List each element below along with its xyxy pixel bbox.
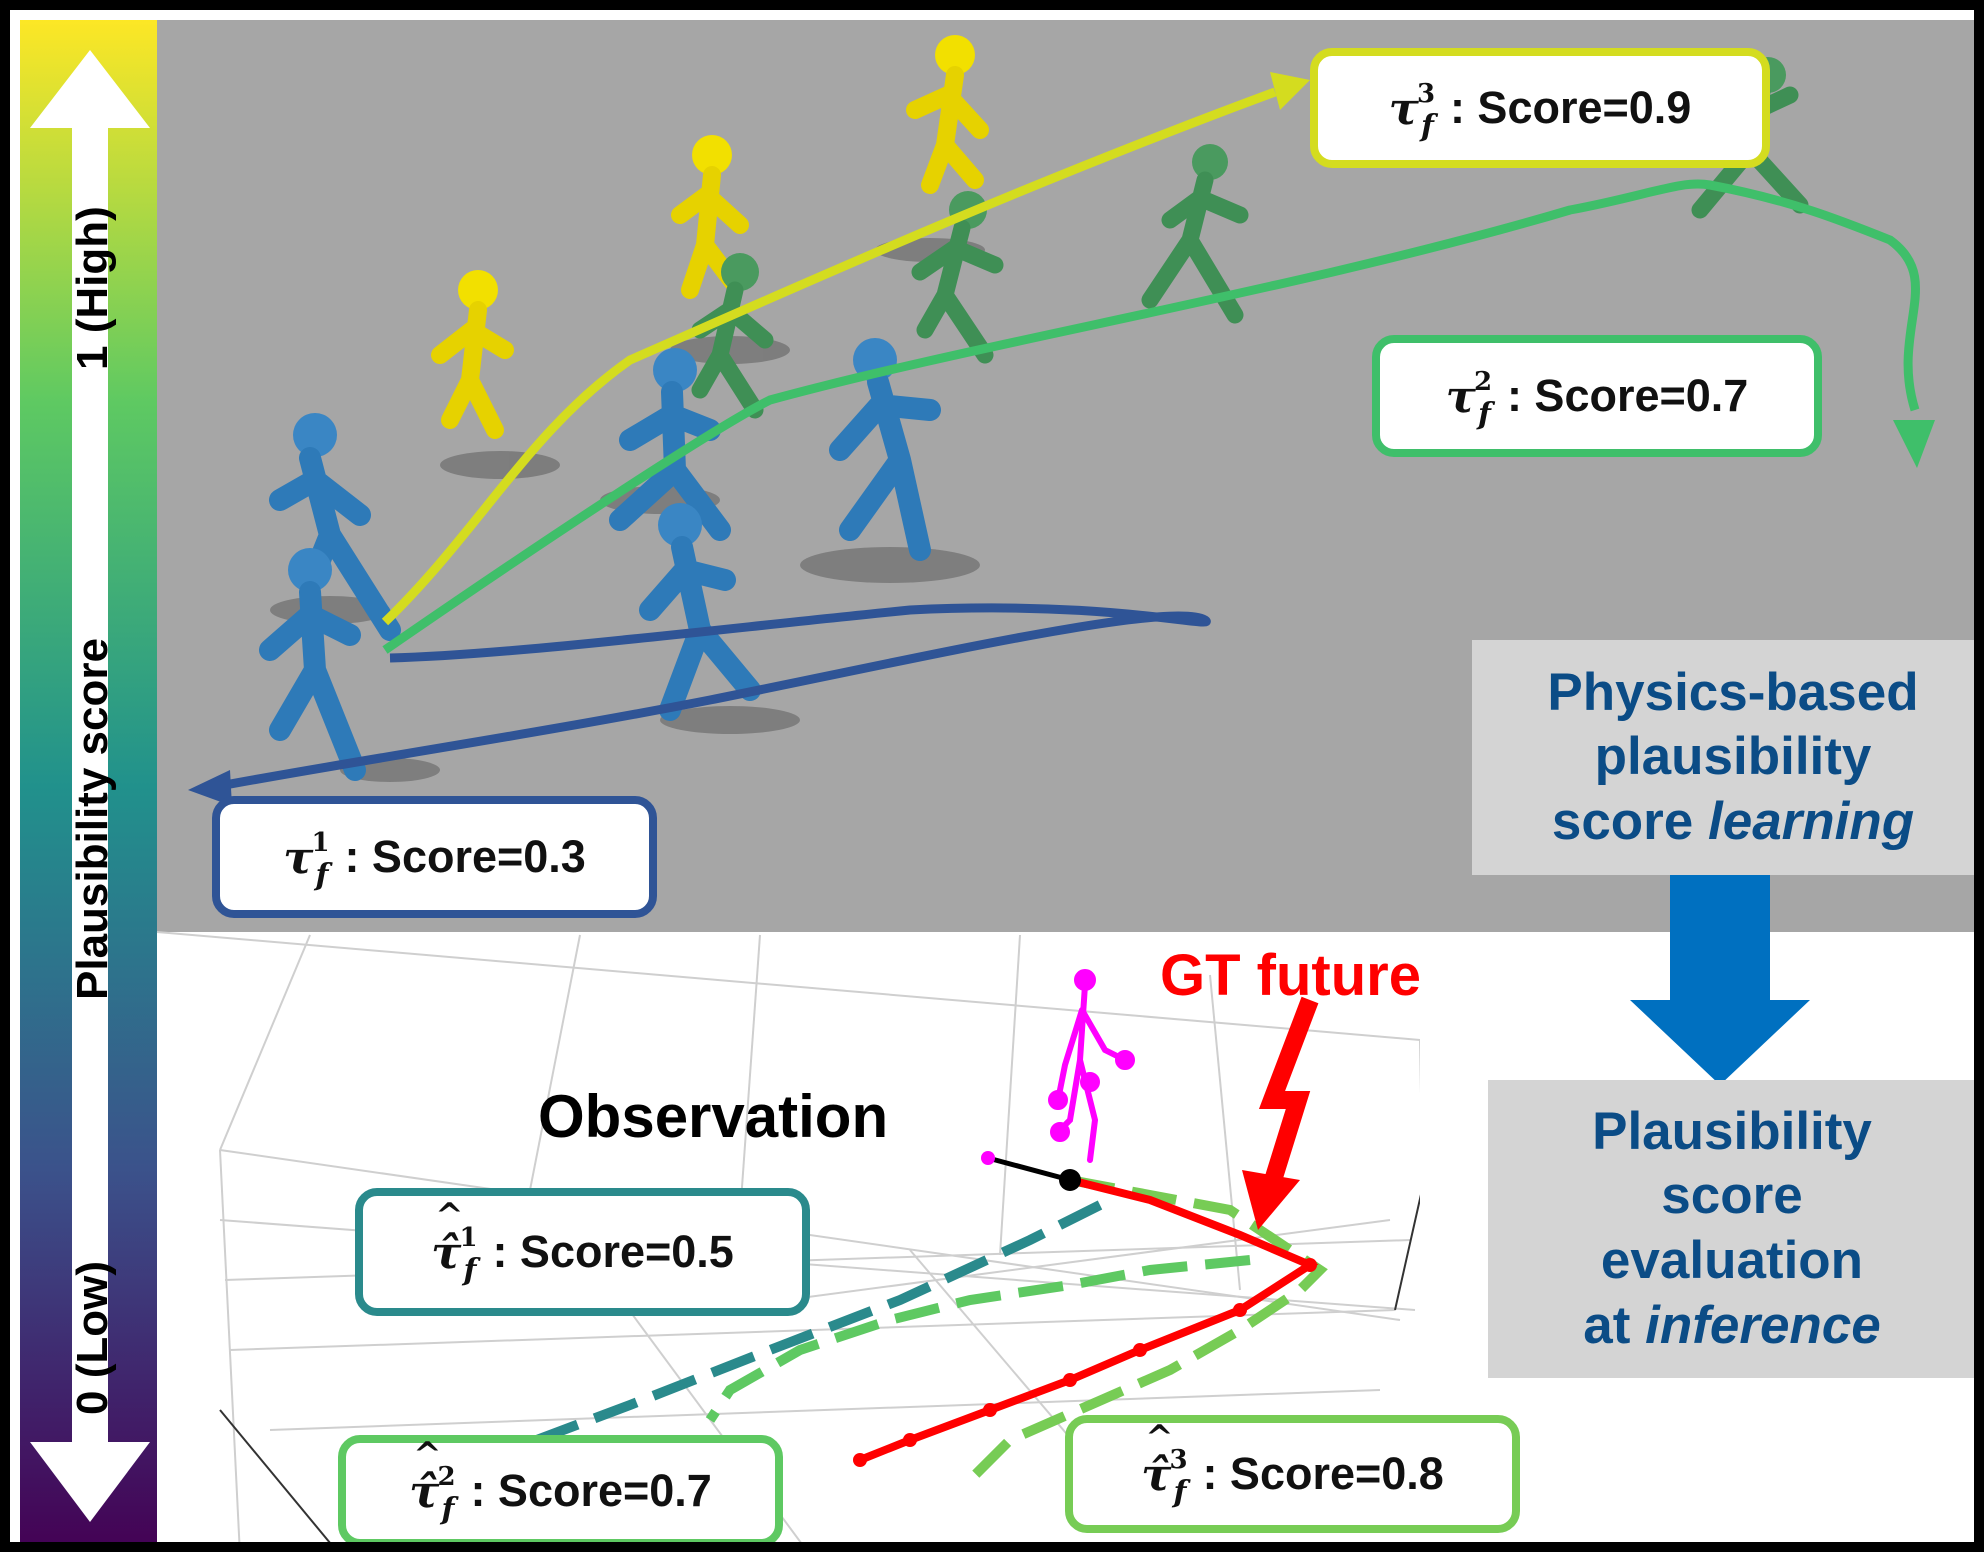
inference-emph: inference — [1645, 1295, 1881, 1355]
prediction-3-sup: 3 — [1169, 1444, 1188, 1475]
process-arrow — [1630, 875, 1810, 1085]
prediction-3-sub: f — [1173, 1474, 1187, 1510]
prediction-1-symbol: τ̂ — [431, 1196, 464, 1279]
gt-future-points — [853, 1258, 1317, 1467]
colorbar-arrow — [30, 50, 150, 1522]
gt-future-label: GT future — [1160, 943, 1421, 1008]
learning-line-3-text: score — [1551, 791, 1708, 851]
learning-line-1: Physics-based — [1547, 662, 1919, 722]
inference-box: Plausibility score evaluation at inferen… — [1488, 1080, 1974, 1378]
trajectory-3-sup: 3 — [1416, 78, 1436, 109]
inference-line-4: at inference — [1583, 1294, 1881, 1359]
colorbar-high-label: 1 (High) — [68, 206, 117, 370]
learning-emph: learning — [1708, 791, 1915, 851]
inference-line-4-text: at — [1583, 1295, 1646, 1355]
observation-label: Observation — [538, 1083, 889, 1150]
prediction-1-sub: f — [463, 1252, 477, 1288]
prediction-2-score: : Score=0.7 — [470, 1465, 712, 1516]
inference-line-3: evaluation — [1600, 1231, 1864, 1290]
trajectory-2-line — [382, 179, 1920, 654]
prediction-1-line — [508, 1200, 1103, 1455]
learning-line-3: score learning — [1552, 790, 1914, 855]
gt-future-arrowhead — [1242, 1170, 1300, 1230]
trajectory-2-sup: 2 — [1473, 366, 1493, 397]
trajectory-3-symbol: τ — [1388, 81, 1419, 135]
prediction-1-sup: 1 — [459, 1222, 478, 1253]
observation-start-point — [981, 1151, 995, 1165]
trajectory-3-score: : Score=0.9 — [1449, 82, 1692, 133]
trajectory-1-score: : Score=0.3 — [344, 831, 586, 882]
trajectory-2-arrowhead — [1893, 420, 1935, 468]
observation-past-line — [987, 1155, 1071, 1183]
trajectory-3-arrowhead — [1270, 72, 1310, 110]
prediction-3-score: : Score=0.8 — [1202, 1448, 1444, 1499]
prediction-1-label: τ̂1f : Score=0.5 — [355, 1188, 810, 1316]
gt-future-arrow — [1258, 996, 1319, 1193]
colorbar-axis-label: Plausibility score — [68, 638, 117, 1000]
trajectory-2-sub: f — [1478, 396, 1491, 432]
prediction-2-label: τ̂2f : Score=0.7 — [338, 1435, 783, 1542]
learning-box: Physics-based plausibility score learnin… — [1472, 640, 1974, 875]
colorbar-low-label: 0 (Low) — [68, 1261, 117, 1415]
prediction-2-line — [705, 1255, 1251, 1423]
trajectory-1-sub: f — [315, 857, 329, 893]
inference-line-1: Plausibility — [1592, 1101, 1872, 1161]
trajectory-3-line — [381, 87, 1277, 626]
inference-line-2: score — [1661, 1166, 1803, 1226]
trajectory-1-symbol: τ — [283, 830, 314, 884]
trajectory-1-line — [224, 603, 1211, 790]
gt-future-line — [858, 1176, 1319, 1464]
observation-end-point — [1059, 1169, 1081, 1191]
trajectory-1-sup: 1 — [311, 827, 330, 858]
trajectory-2-score: : Score=0.7 — [1506, 370, 1749, 421]
prediction-3-line — [966, 1175, 1328, 1484]
prediction-1-score: : Score=0.5 — [492, 1226, 734, 1277]
prediction-2-symbol: τ̂ — [409, 1435, 442, 1518]
trajectory-2-symbol: τ — [1445, 369, 1476, 423]
learning-line-2: plausibility — [1594, 727, 1872, 787]
yellow-figures — [431, 35, 989, 439]
prediction-2-sup: 2 — [437, 1461, 456, 1492]
observation-skeleton — [1048, 969, 1135, 1163]
blue-figures — [259, 338, 941, 781]
prediction-2-sub: f — [441, 1491, 455, 1527]
trajectory-1-arrowhead — [188, 770, 232, 806]
trajectory-3-sub: f — [1421, 108, 1434, 144]
prediction-3-symbol: τ̂ — [1141, 1418, 1174, 1501]
prediction-3-label: τ̂3f : Score=0.8 — [1065, 1415, 1520, 1533]
